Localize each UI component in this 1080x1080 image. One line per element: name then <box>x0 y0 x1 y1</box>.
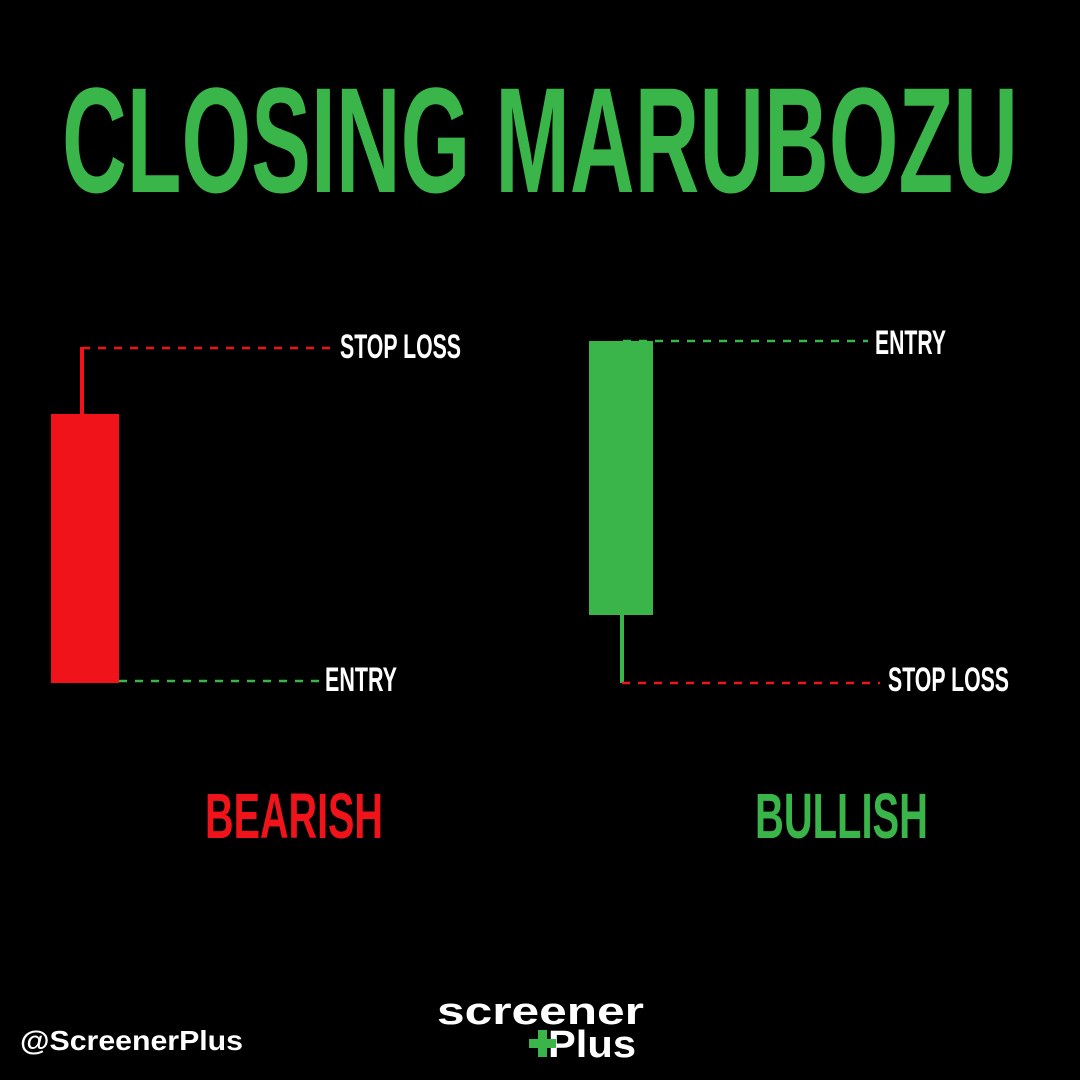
handle: @ScreenerPlus <box>20 1025 243 1056</box>
panel-name: BEARISH <box>205 780 383 852</box>
candle-body <box>589 341 653 615</box>
bottom-label: STOP LOSS <box>888 661 1009 699</box>
panel-name: BULLISH <box>755 780 928 852</box>
bottom-label: ENTRY <box>325 661 397 699</box>
top-label: STOP LOSS <box>340 328 461 366</box>
top-label: ENTRY <box>875 324 946 362</box>
logo: screener Plus <box>437 991 644 1066</box>
candle-body <box>51 414 119 683</box>
bullish-diagram: ENTRY STOP LOSS BULLISH <box>589 324 1009 852</box>
logo-line2: Plus <box>548 1024 636 1066</box>
title: CLOSING MARUBOZU <box>62 56 1018 224</box>
logo-line1: screener <box>437 991 644 1033</box>
logo-plus-icon <box>529 1030 556 1057</box>
bearish-diagram: STOP LOSS ENTRY BEARISH <box>51 328 461 852</box>
